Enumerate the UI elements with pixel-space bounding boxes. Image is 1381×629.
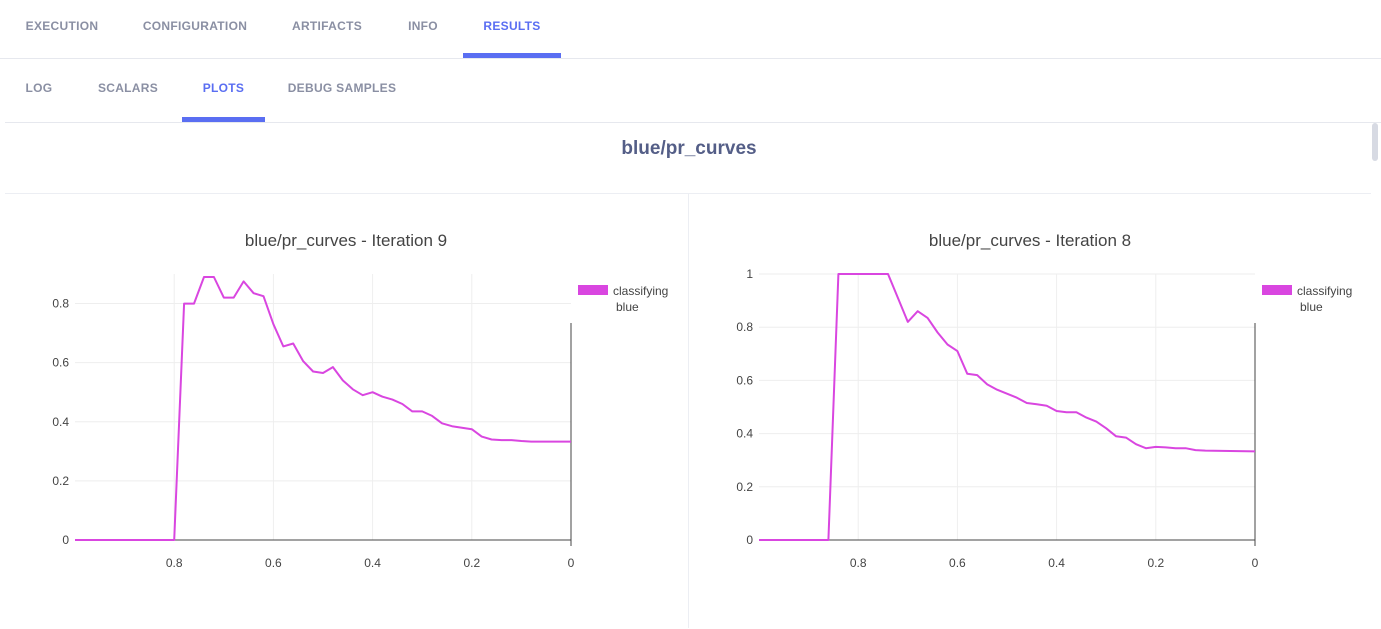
plot-title: blue/pr_curves - Iteration 9 — [245, 231, 447, 250]
legend-label: blue — [1300, 300, 1323, 314]
plot-area — [5, 193, 1371, 629]
tab-plots[interactable]: PLOTS — [182, 59, 265, 122]
y-tick-label: 0 — [62, 533, 69, 547]
x-tick-label: 0.8 — [850, 556, 867, 570]
legend-label: classifying — [613, 284, 668, 298]
legend-label: classifying — [1297, 284, 1352, 298]
pr-curve-line — [75, 276, 571, 541]
y-tick-label: 0.4 — [52, 415, 69, 429]
tab-label: ARTIFACTS — [291, 19, 363, 33]
pr-curve-line — [759, 273, 1256, 541]
x-tick-label: 0 — [1252, 556, 1259, 570]
x-tick-label: 0 — [568, 556, 575, 570]
legend-swatch — [578, 285, 608, 295]
pr-curve-plot-iteration-8[interactable]: blue/pr_curves - Iteration 8 0 0.2 0.4 0.6 0.… — [689, 194, 1371, 628]
tab-results[interactable]: RESULTS — [463, 0, 561, 58]
y-tick-label: 0.2 — [52, 474, 69, 488]
tab-label: RESULTS — [483, 19, 541, 33]
main-tab-bar: EXECUTION CONFIGURATION ARTIFACTS INFO R… — [0, 0, 1381, 59]
plot-title: blue/pr_curves - Iteration 8 — [929, 231, 1131, 250]
y-tick-label: 0.6 — [52, 356, 69, 370]
tab-artifacts[interactable]: ARTIFACTS — [278, 0, 376, 58]
tab-label: DEBUG SAMPLES — [287, 80, 397, 95]
y-tick-label: 0.6 — [736, 373, 753, 387]
tab-label: LOG — [25, 80, 53, 95]
x-tick-label: 0.8 — [166, 556, 183, 570]
plot-divider — [688, 194, 689, 628]
tab-label: INFO — [408, 19, 438, 33]
tab-label: PLOTS — [202, 80, 245, 95]
tab-configuration[interactable]: CONFIGURATION — [130, 0, 260, 58]
x-tick-label: 0.2 — [463, 556, 480, 570]
tab-info[interactable]: INFO — [392, 0, 454, 58]
x-tick-label: 0.2 — [1147, 556, 1164, 570]
y-tick-label: 0 — [746, 533, 753, 547]
tab-label: SCALARS — [97, 80, 159, 95]
pr-curve-plot-iteration-9[interactable]: blue/pr_curves - Iteration 9 0 0.2 0.4 0.6 0.… — [5, 194, 688, 628]
legend-label: blue — [616, 300, 639, 314]
tab-log[interactable]: LOG — [11, 59, 67, 122]
sub-tab-bar: LOG SCALARS PLOTS DEBUG SAMPLES — [5, 59, 1381, 123]
tab-scalars[interactable]: SCALARS — [85, 59, 171, 122]
tab-debug-samples[interactable]: DEBUG SAMPLES — [277, 59, 407, 122]
x-tick-label: 0.6 — [265, 556, 282, 570]
scrollbar-thumb[interactable] — [1372, 123, 1378, 161]
tab-execution[interactable]: EXECUTION — [10, 0, 114, 58]
section-title: blue/pr_curves — [621, 138, 757, 159]
x-tick-label: 0.4 — [1048, 556, 1065, 570]
x-tick-label: 0.6 — [949, 556, 966, 570]
active-tab-indicator — [463, 53, 561, 58]
y-tick-label: 0.8 — [736, 320, 753, 334]
tab-label: CONFIGURATION — [142, 19, 248, 33]
y-tick-label: 1 — [746, 267, 753, 281]
x-tick-label: 0.4 — [364, 556, 381, 570]
active-tab-indicator — [182, 117, 265, 122]
legend-swatch — [1262, 285, 1292, 295]
y-tick-label: 0.2 — [736, 480, 753, 494]
tab-label: EXECUTION — [25, 19, 99, 33]
y-tick-label: 0.8 — [52, 297, 69, 311]
y-tick-label: 0.4 — [736, 427, 753, 441]
